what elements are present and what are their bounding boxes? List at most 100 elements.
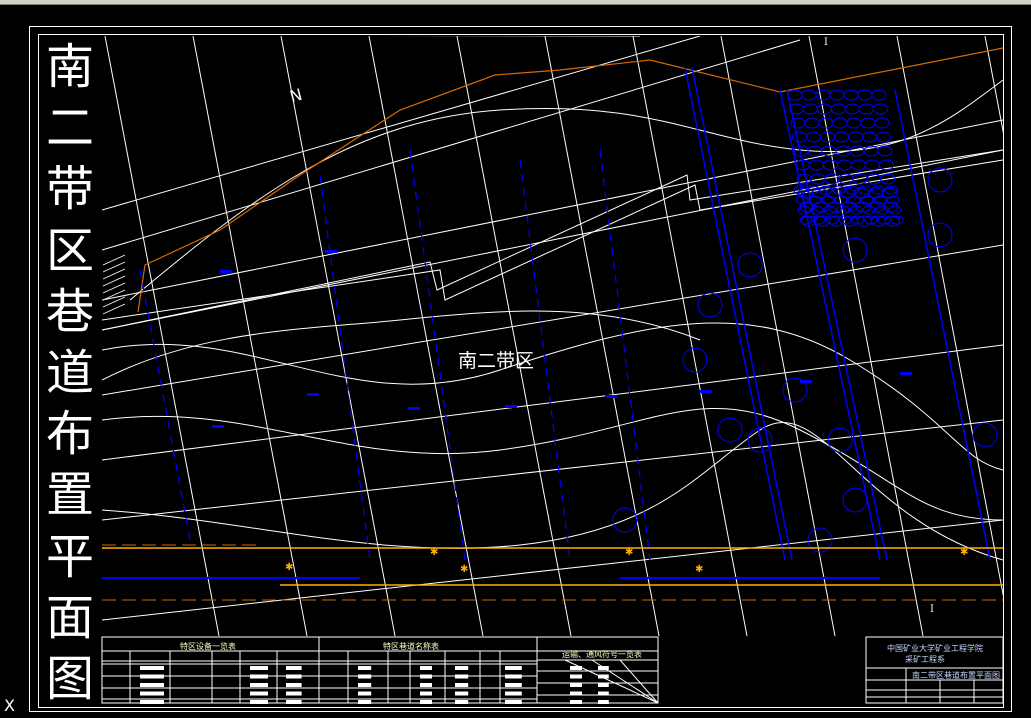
table-cell-text <box>140 666 164 670</box>
goaf-cell <box>799 215 813 225</box>
goaf-cell <box>885 215 900 227</box>
fan-symbol: ✱ <box>430 547 438 558</box>
goaf-cell <box>834 195 848 205</box>
seam-contour <box>102 407 1003 521</box>
goaf-cell <box>824 173 840 185</box>
goaf-cell <box>806 185 820 195</box>
goaf-cell <box>886 195 900 205</box>
goaf-cell <box>803 103 818 115</box>
goaf-cell <box>879 159 894 171</box>
table-cell-text <box>455 691 469 696</box>
inner-frame <box>38 34 1004 708</box>
fan-symbol: ✱ <box>625 547 633 558</box>
table-cell-text <box>286 700 302 704</box>
outer-frame <box>29 26 1012 712</box>
goaf-cell <box>846 117 862 129</box>
gateway-roadway <box>684 67 786 561</box>
goaf-cell <box>857 89 873 101</box>
goaf-cell <box>873 103 888 115</box>
goaf-cell <box>865 159 880 171</box>
goaf-cell <box>806 131 821 143</box>
equipment-callout <box>927 167 953 193</box>
goaf-cell <box>851 215 865 225</box>
panel-roadway <box>319 174 371 561</box>
grid-line <box>984 36 1003 134</box>
hatch-line <box>102 261 126 273</box>
title-char: 南 <box>45 39 94 95</box>
table-cell-text <box>570 683 582 687</box>
station-tag <box>408 407 420 410</box>
grid-line <box>192 36 308 637</box>
table-cell-text <box>598 700 609 704</box>
goaf-cell <box>845 103 860 115</box>
station-tag <box>700 390 712 393</box>
table-cell-text <box>455 700 469 704</box>
goaf-area <box>787 89 904 227</box>
hatch-line <box>102 254 126 266</box>
goaf-cell <box>860 195 874 205</box>
goaf-cell <box>797 205 811 215</box>
station-tag <box>505 405 517 408</box>
goaf-cell <box>804 117 820 129</box>
table-cell-text <box>140 691 164 696</box>
title-block-department: 采矿工程系 <box>905 655 945 664</box>
hatch-line <box>102 303 126 315</box>
title-char: 图 <box>45 650 94 707</box>
table-cell-text <box>420 674 432 679</box>
panel-roadway <box>409 149 466 561</box>
goaf-cell <box>888 205 902 215</box>
equipment-callout <box>737 252 763 278</box>
goaf-cell <box>848 131 863 143</box>
goaf-cell <box>809 159 824 171</box>
panel-roadway <box>139 269 191 541</box>
goaf-cell <box>871 89 887 101</box>
table-cell-text <box>286 666 302 670</box>
gateway-roadway <box>786 89 888 561</box>
goaf-cell <box>821 195 835 205</box>
equipment-callout <box>717 417 743 443</box>
equipment-callout <box>972 422 998 448</box>
goaf-cell <box>876 131 891 143</box>
title-block-drawing-name: 南二带区巷道布置平面图 <box>912 671 1000 680</box>
table-cell-text <box>140 683 164 687</box>
table-cell-text <box>250 683 268 687</box>
table-cell-text <box>286 674 302 679</box>
hatch-line <box>102 275 126 287</box>
goaf-cell <box>792 131 807 143</box>
table-cell-text <box>420 683 432 687</box>
mining-boundary <box>137 47 1003 313</box>
station-tag <box>325 250 337 253</box>
table-cell-text <box>358 700 372 704</box>
panel-roadway <box>599 149 651 561</box>
seam-contour <box>102 422 1003 561</box>
goaf-cell <box>812 215 826 225</box>
vertical-drawing-title: 南 二 带 区 巷 道 布 置 平 面 图 <box>40 38 100 708</box>
table-cell-text <box>505 691 522 696</box>
title-char: 平 <box>45 528 94 585</box>
title-char: 布 <box>45 406 94 463</box>
main-roadway <box>102 159 1003 321</box>
equipment-callout <box>842 487 868 513</box>
table-cell-text <box>455 683 469 687</box>
title-block-school: 中国矿业大学矿业工程学院 <box>887 644 983 653</box>
seam-contour <box>102 310 701 381</box>
equipment-callout <box>827 427 853 453</box>
goaf-cell <box>787 89 803 101</box>
table-cell-text <box>455 666 469 670</box>
goaf-cell <box>790 117 806 129</box>
table-cell-text <box>286 691 302 696</box>
goaf-cell <box>831 103 846 115</box>
title-char: 区 <box>45 222 94 279</box>
contour-line <box>102 519 1003 621</box>
contour-line <box>102 344 1003 461</box>
symbols-table-title: 运输、通风符号一览表 <box>562 650 642 659</box>
plan-view: ✱ ✱ ✱ ✱ ✱ ✱ <box>102 36 1003 637</box>
title-block <box>865 636 1004 704</box>
area-label: 南二带区 <box>458 350 535 372</box>
goaf-cell <box>836 205 850 215</box>
fan-symbol: ✱ <box>460 564 468 575</box>
goaf-cell <box>843 89 859 101</box>
ucs-icon: X <box>4 696 15 715</box>
table-cell-text <box>358 666 372 670</box>
